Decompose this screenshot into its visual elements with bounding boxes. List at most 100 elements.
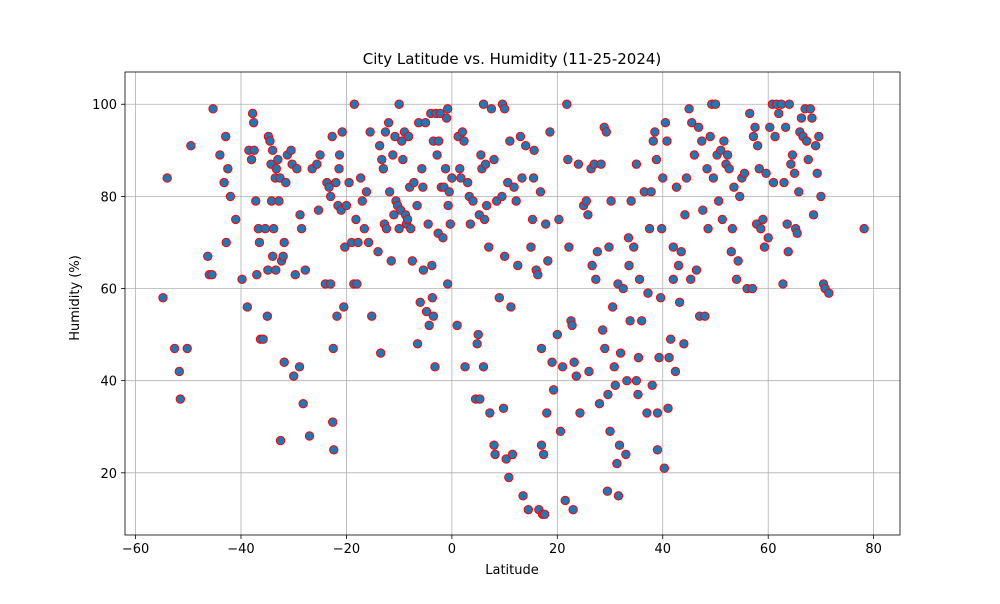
scatter-point	[710, 99, 721, 109]
chart-title: City Latitude vs. Humidity (11-25-2024)	[363, 50, 662, 68]
scatter-point	[412, 339, 423, 349]
scatter-point	[279, 357, 289, 367]
scatter-point	[334, 164, 344, 174]
scatter-point	[325, 191, 336, 202]
scatter-point	[533, 270, 543, 280]
scatter-point	[644, 223, 655, 234]
x-axis-label: Latitude	[485, 563, 539, 578]
scatter-point	[509, 182, 519, 192]
scatter-point	[697, 136, 707, 146]
scatter-point	[750, 122, 760, 132]
scatter-point	[175, 394, 186, 404]
scatter-point	[349, 99, 360, 109]
scatter-point	[613, 491, 624, 501]
scatter-point	[668, 242, 678, 252]
scatter-point	[339, 302, 349, 312]
scatter-point	[479, 214, 490, 225]
scatter-point	[610, 380, 621, 390]
scatter-point	[231, 214, 241, 225]
scatter-point	[523, 504, 534, 515]
scatter-point	[328, 417, 338, 427]
scatter-point	[624, 260, 634, 271]
scatter-point	[604, 242, 614, 252]
scatter-point	[252, 270, 262, 280]
scatter-point	[432, 150, 442, 160]
scatter-point	[438, 233, 448, 243]
scatter-point	[564, 242, 574, 252]
scatter-point	[722, 150, 733, 160]
scatter-point	[703, 223, 713, 234]
scatter-point	[538, 449, 549, 460]
scatter-point	[337, 127, 347, 137]
scatter-point	[792, 228, 802, 238]
scatter-point	[186, 141, 196, 151]
scatter-point	[646, 187, 656, 197]
scatter-point	[498, 403, 509, 414]
scatter-point	[397, 136, 407, 146]
scatter-point	[365, 127, 375, 137]
x-tick-label: 60	[760, 542, 777, 557]
scatter-point	[503, 177, 513, 188]
scatter-point	[651, 154, 662, 165]
scatter-point	[452, 320, 462, 331]
scatter-point	[225, 191, 236, 202]
scatter-point	[698, 205, 708, 215]
scatter-point	[609, 362, 619, 372]
scatter-point	[442, 104, 453, 114]
scatter-point	[634, 274, 645, 285]
scatter-point	[341, 200, 352, 211]
scatter-point	[490, 449, 500, 460]
scatter-point	[618, 283, 628, 294]
scatter-point	[388, 150, 398, 160]
scatter-point	[353, 237, 363, 248]
scatter-point	[776, 99, 787, 109]
scatter-point	[476, 150, 486, 160]
scatter-point	[478, 99, 489, 109]
y-tick-label: 40	[100, 375, 117, 390]
scatter-point	[526, 242, 536, 252]
scatter-point	[583, 210, 593, 220]
scatter-point	[573, 159, 584, 169]
scatter-point	[441, 113, 452, 123]
scatter-point	[271, 265, 281, 275]
scatter-point	[555, 426, 566, 437]
scatter-point	[489, 440, 499, 450]
scatter-point	[268, 223, 279, 234]
y-tick-label: 100	[92, 98, 117, 113]
y-tick-label: 20	[100, 467, 117, 482]
scatter-point	[267, 251, 278, 261]
scatter-point	[447, 173, 457, 183]
scatter-point	[662, 136, 672, 146]
scatter-point	[754, 164, 764, 174]
scatter-point	[158, 293, 168, 303]
scatter-point	[596, 159, 606, 169]
scatter-point	[642, 408, 652, 418]
scatter-point	[780, 122, 791, 132]
scatter-point	[363, 237, 374, 248]
y-tick-label: 80	[100, 190, 117, 205]
scatter-point	[778, 279, 788, 289]
scatter-point	[424, 320, 434, 331]
scatter-point	[374, 141, 385, 151]
scatter-point	[484, 242, 494, 252]
scatter-point	[428, 311, 439, 321]
scatter-point	[340, 242, 350, 252]
scatter-point	[536, 343, 547, 354]
scatter-point	[501, 454, 511, 464]
scatter-point	[478, 362, 489, 372]
scatter-point	[568, 504, 578, 515]
scatter-point	[174, 366, 185, 377]
scatter-point	[679, 339, 689, 349]
x-tick-label: 80	[865, 542, 882, 557]
scatter-point	[607, 302, 618, 312]
scatter-point	[615, 348, 626, 358]
scatter-point	[254, 237, 265, 248]
scatter-point	[274, 196, 284, 206]
y-tick-label: 60	[100, 283, 117, 298]
scatter-point	[279, 237, 289, 248]
scatter-point	[489, 154, 499, 165]
scatter-point	[499, 251, 510, 261]
scatter-point	[765, 122, 775, 132]
scatter-point	[587, 260, 597, 271]
